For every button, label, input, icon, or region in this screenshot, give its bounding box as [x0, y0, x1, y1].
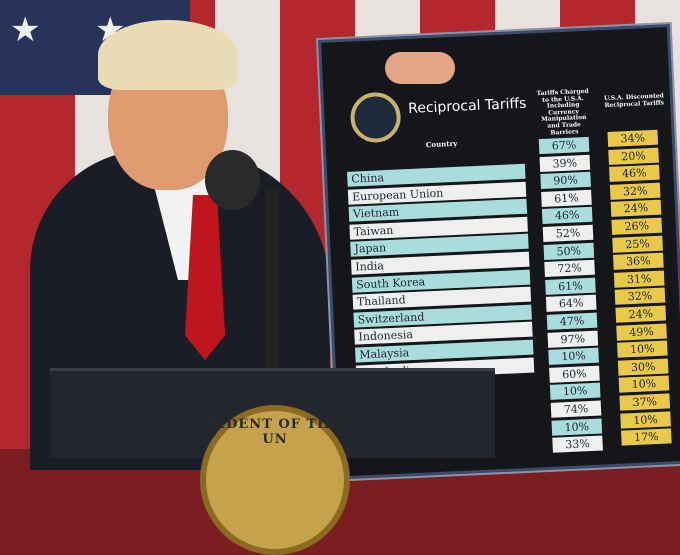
discounted-cell: 17% [621, 428, 672, 446]
charged-cell: 74% [550, 400, 602, 418]
star-icon: ★ [10, 10, 41, 50]
discounted-cell: 10% [618, 375, 670, 394]
red-tie [185, 195, 225, 360]
charged-cell: 61% [545, 277, 596, 295]
discounted-cell: 31% [613, 270, 665, 288]
speaker-hair [98, 20, 238, 90]
discounted-cell: 37% [619, 393, 671, 411]
charged-cell: 64% [545, 295, 597, 313]
microphone [205, 150, 260, 210]
discounted-cell: 20% [608, 147, 659, 165]
discounted-cell: 49% [616, 323, 667, 341]
discounted-cell: 34% [607, 129, 659, 147]
charged-cell: 61% [541, 189, 592, 207]
charged-cell: 50% [543, 242, 595, 260]
discounted-cell: 26% [611, 217, 663, 235]
discounted-cell: 46% [609, 164, 660, 183]
discounted-cell: 36% [613, 252, 664, 271]
discounted-cell: 24% [610, 200, 662, 218]
discounted-cell: 10% [620, 410, 671, 429]
charged-cell: 10% [551, 418, 603, 436]
charged-cell: 33% [552, 435, 603, 453]
microphone-stand [265, 190, 279, 370]
charged-cell: 60% [549, 365, 600, 383]
charged-cell: 10% [549, 382, 601, 401]
discounted-cell: 32% [614, 287, 666, 306]
charged-cell: 10% [548, 347, 599, 366]
charged-cell: 72% [544, 259, 595, 278]
charged-cell: 47% [546, 312, 598, 330]
board-title: Reciprocal Tariffs [407, 95, 527, 117]
discounted-cell: 30% [617, 358, 669, 376]
charged-cell: 52% [542, 224, 594, 242]
charged-cell: 97% [547, 330, 599, 348]
discounted-cell: 24% [615, 305, 667, 323]
discounted-cell: 25% [612, 235, 663, 253]
header-charged: Tariffs Charged to the U.S.A. Including … [536, 87, 589, 137]
charged-cell: 39% [539, 154, 591, 172]
charged-cell: 46% [541, 207, 593, 225]
charged-cell: 67% [538, 136, 590, 155]
podium-seal: SIDENT OF THE UN [200, 405, 350, 555]
header-discounted: U.S.A. Discounted Reciprocal Tariffs [603, 92, 665, 109]
discounted-cell: 32% [609, 182, 661, 200]
hand [385, 52, 455, 84]
discounted-cell: 10% [617, 340, 668, 358]
header-country: Country [425, 138, 458, 150]
presidential-seal-icon [349, 91, 402, 144]
charged-cell: 90% [540, 171, 591, 190]
